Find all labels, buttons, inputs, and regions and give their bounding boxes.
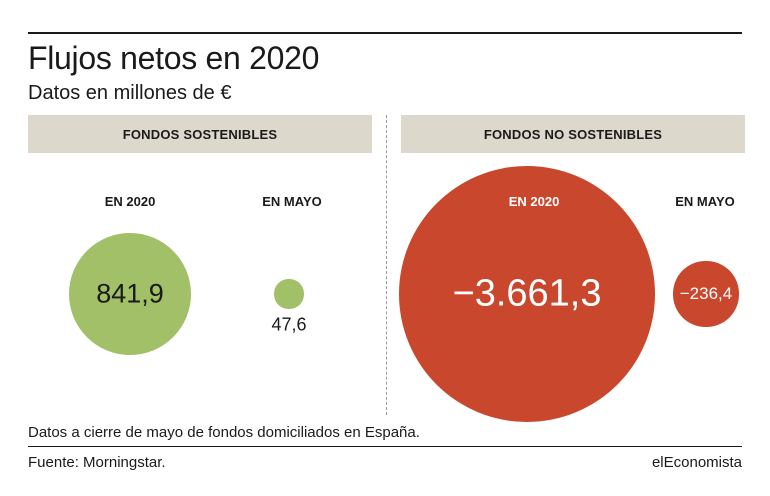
source-rule [28, 446, 742, 447]
label-sostenibles-mayo: EN MAYO [262, 194, 322, 209]
label-sostenibles-2020: EN 2020 [104, 194, 156, 209]
panel-divider [386, 115, 387, 415]
chart-subtitle: Datos en millones de € [28, 82, 232, 104]
value-no-sostenibles-mayo: −236,4 [679, 284, 733, 303]
label-no-sostenibles-mayo: EN MAYO [675, 194, 735, 209]
bubble-sostenibles-2020 [68, 232, 192, 356]
top-rule [28, 32, 742, 34]
bubble-no-sostenibles-mayo [673, 261, 739, 327]
source-text: Fuente: Morningstar. [28, 454, 166, 471]
panel-header-sostenibles: FONDOS SOSTENIBLES [28, 115, 372, 153]
brand-logo: elEconomista [651, 454, 742, 471]
value-sostenibles-mayo: 47,6 [271, 314, 307, 335]
panel-header-no-sostenibles: FONDOS NO SOSTENIBLES [401, 115, 745, 153]
bubble-no-sostenibles-2020 [399, 166, 655, 422]
value-sostenibles-2020: 841,9 [96, 278, 164, 309]
bubble-sostenibles-mayo [274, 279, 304, 309]
footnote: Datos a cierre de mayo de fondos domicil… [28, 424, 420, 441]
label-no-sostenibles-2020: EN 2020 [508, 194, 560, 209]
chart-title: Flujos netos en 2020 [28, 40, 320, 76]
value-no-sostenibles-2020: −3.661,3 [452, 272, 602, 315]
